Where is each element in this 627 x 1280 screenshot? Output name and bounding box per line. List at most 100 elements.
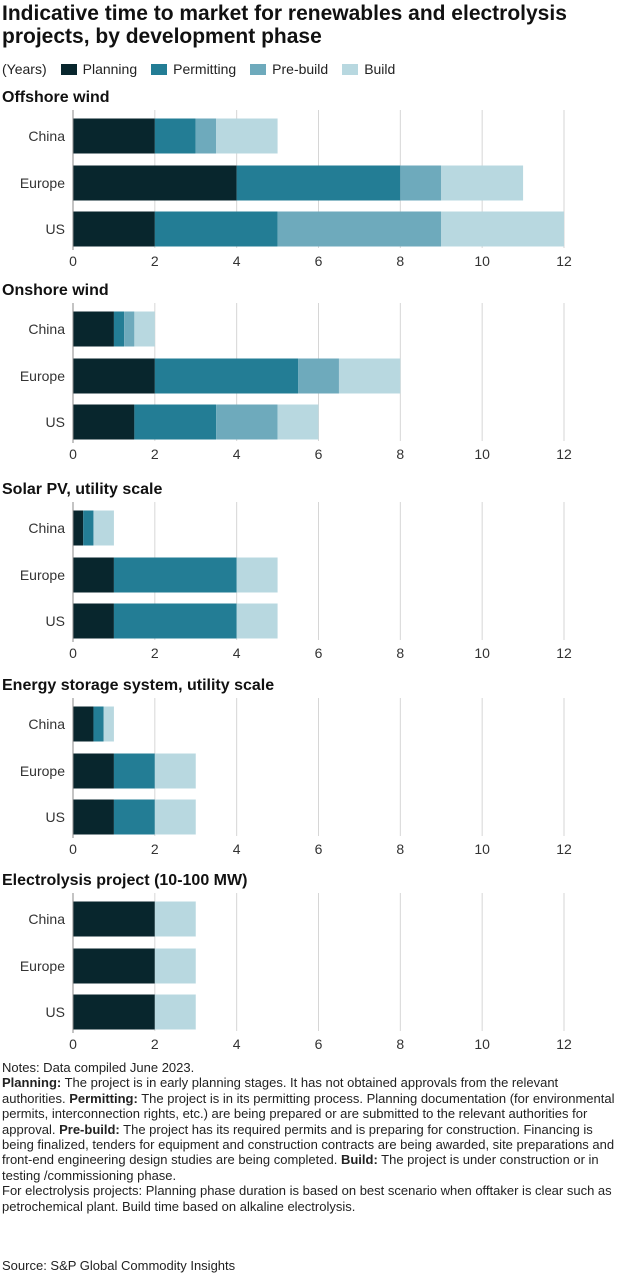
category-label-china: China	[28, 716, 65, 732]
bar-europe-build	[236, 557, 278, 593]
category-label-europe: Europe	[20, 368, 65, 384]
tick-label: 8	[396, 645, 404, 661]
notes-compiled: Notes: Data compiled June 2023.	[2, 1060, 195, 1075]
bar-us-build	[441, 211, 564, 247]
legend-swatch-build	[342, 63, 359, 75]
bar-us-build	[154, 799, 196, 835]
category-label-us: US	[46, 809, 65, 825]
bar-europe-planning	[73, 557, 114, 593]
bar-europe-build	[338, 358, 401, 394]
panel-electrolysis: Electrolysis project (10-100 MW) China Eu…	[0, 871, 627, 1061]
chart-title: Indicative time to market for renewables…	[2, 2, 567, 48]
bar-europe-permitting	[236, 165, 401, 201]
legend-label-planning: Planning	[82, 61, 138, 77]
legend-item-build: Build	[342, 61, 395, 77]
bar-us-planning	[73, 994, 155, 1030]
chart-solar-pv: China Europe US0 2 4 6 8 10 12	[20, 502, 572, 661]
bar-europe-permitting	[113, 753, 155, 789]
tick-label: 0	[69, 446, 77, 462]
category-label-europe: Europe	[20, 175, 65, 191]
category-label-china: China	[28, 128, 65, 144]
legend-item-prebuild: Pre-build	[250, 61, 328, 77]
bar-china-permitting	[93, 706, 104, 742]
bar-europe-build	[154, 948, 196, 984]
legend: (Years) Planning Permitting Pre-build Bu…	[2, 59, 409, 79]
tick-label: 2	[151, 1036, 159, 1052]
bar-china-build	[154, 901, 196, 937]
category-label-china: China	[28, 911, 65, 927]
bar-china-build	[216, 118, 278, 154]
notes-electrolysis: For electrolysis projects: Planning phas…	[2, 1183, 612, 1214]
bar-china-planning	[73, 311, 114, 347]
bar-china-planning	[73, 901, 155, 937]
legend-unit: (Years)	[2, 61, 47, 77]
category-label-europe: Europe	[20, 763, 65, 779]
tick-label: 0	[69, 1036, 77, 1052]
bar-us-pre-build	[216, 404, 278, 440]
bar-china-pre-build	[195, 118, 217, 154]
chart-electrolysis: China Europe US0 2 4 6 8 10 12	[20, 893, 572, 1052]
tick-label: 0	[69, 253, 77, 269]
bar-us-permitting	[134, 404, 217, 440]
category-label-us: US	[46, 613, 65, 629]
legend-label-build: Build	[364, 61, 396, 77]
note-prebuild-label: Pre-build:	[59, 1121, 120, 1137]
tick-label: 10	[474, 253, 490, 269]
tick-label: 8	[396, 253, 404, 269]
tick-label: 4	[233, 1036, 241, 1052]
tick-label: 10	[474, 446, 490, 462]
tick-label: 12	[556, 253, 572, 269]
tick-label: 8	[396, 446, 404, 462]
tick-label: 2	[151, 841, 159, 857]
bar-europe-build	[441, 165, 524, 201]
tick-label: 0	[69, 645, 77, 661]
bar-us-build	[154, 994, 196, 1030]
bar-us-build	[277, 404, 319, 440]
legend-swatch-prebuild	[250, 63, 267, 75]
bar-europe-planning	[73, 753, 114, 789]
panel-offshore-wind: Offshore wind China Europe US 0 2 4 6 8 10 12	[0, 88, 627, 278]
legend-item-planning: Planning	[60, 61, 138, 77]
bar-us-planning	[73, 799, 114, 835]
category-label-us: US	[46, 414, 65, 430]
panel-title-electrolysis: Electrolysis project (10-100 MW)	[2, 872, 248, 889]
tick-label: 6	[315, 446, 323, 462]
chart-offshore-wind: China Europe US0 2 4 6 8 10 12	[20, 110, 572, 269]
note-permitting-label: Permitting:	[69, 1090, 138, 1106]
bar-us-permitting	[154, 211, 278, 247]
note-build-label: Build:	[340, 1152, 378, 1168]
tick-label: 12	[556, 841, 572, 857]
legend-swatch-planning	[60, 63, 77, 75]
tick-label: 10	[474, 841, 490, 857]
panel-title-onshore-wind: Onshore wind	[2, 282, 109, 299]
panel-title-energy-storage: Energy storage system, utility scale	[2, 677, 275, 694]
note-permitting-text: The project is in its permitting process…	[2, 1090, 615, 1137]
category-label-europe: Europe	[20, 567, 65, 583]
panel-energy-storage: Energy storage system, utility scale Chi…	[0, 676, 627, 866]
bar-europe-planning	[73, 165, 237, 201]
tick-label: 4	[233, 645, 241, 661]
bar-europe-planning	[73, 358, 155, 394]
tick-label: 6	[315, 1036, 323, 1052]
tick-label: 10	[474, 645, 490, 661]
chart-energy-storage: China Europe US0 2 4 6 8 10 12	[20, 698, 572, 857]
tick-label: 10	[474, 1036, 490, 1052]
note-build-text: The project is under construction or in …	[2, 1152, 599, 1183]
category-label-china: China	[28, 520, 65, 536]
bar-europe-pre-build	[400, 165, 442, 201]
category-label-europe: Europe	[20, 958, 65, 974]
tick-label: 4	[233, 841, 241, 857]
bar-china-build	[103, 706, 114, 742]
legend-item-permitting: Permitting	[151, 61, 236, 77]
bar-china-build	[134, 311, 155, 347]
tick-label: 0	[69, 841, 77, 857]
tick-label: 12	[556, 1036, 572, 1052]
bar-china-planning	[73, 510, 84, 546]
bar-us-planning	[73, 603, 114, 639]
bar-china-permitting	[83, 510, 94, 546]
category-label-us: US	[46, 1004, 65, 1020]
legend-swatch-permitting	[151, 63, 168, 75]
bar-us-build	[236, 603, 278, 639]
category-label-china: China	[28, 321, 65, 337]
chart-onshore-wind: China Europe US0 2 4 6 8 10 12	[20, 303, 572, 462]
